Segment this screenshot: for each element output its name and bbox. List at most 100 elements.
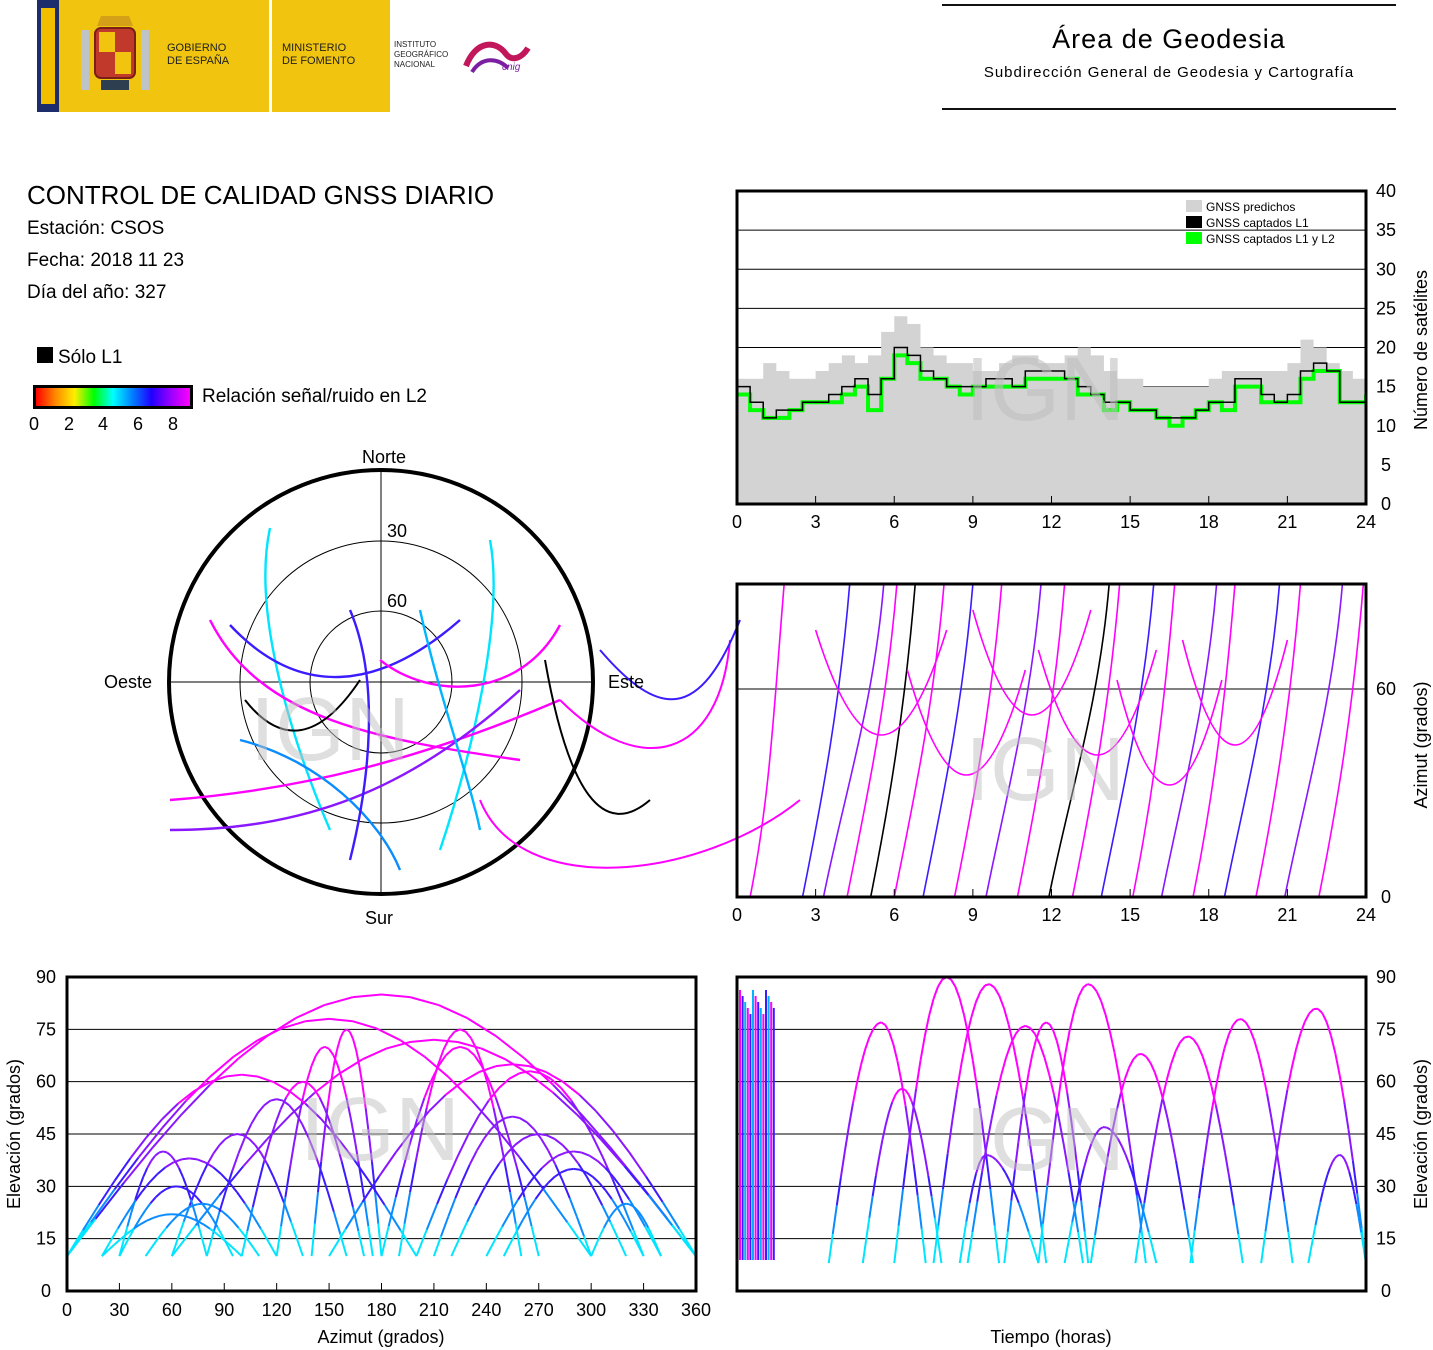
et-arc-segment bbox=[1136, 1189, 1143, 1204]
ea-arc-segment bbox=[514, 1223, 523, 1257]
et-arc-segment bbox=[1017, 1069, 1024, 1097]
et-arc-segment bbox=[1095, 990, 1102, 1002]
et-arc-segment bbox=[1228, 1178, 1235, 1206]
ea-arc-segment bbox=[263, 1099, 271, 1107]
ea-arc-segment bbox=[338, 1058, 363, 1075]
ea-arc-segment bbox=[466, 1204, 477, 1223]
ea-arc-segment bbox=[554, 1138, 564, 1146]
ea-arc-segment bbox=[611, 1178, 624, 1205]
et-arc-segment bbox=[1334, 1053, 1341, 1076]
ea-arc-segment bbox=[346, 1183, 354, 1208]
ea-arc-segment bbox=[176, 1185, 182, 1189]
sat-ylabel: Número de satélites bbox=[1411, 270, 1431, 430]
ea-arc-segment bbox=[423, 1055, 449, 1078]
ea-arc-segment bbox=[145, 1118, 164, 1138]
et-arc-segment bbox=[1087, 983, 1093, 987]
et-arc-segment bbox=[851, 1082, 858, 1104]
ea-arc-segment bbox=[647, 1227, 653, 1235]
et-arc-segment bbox=[835, 1177, 842, 1206]
et-arc-segment bbox=[1184, 1035, 1190, 1039]
et-arc-segment bbox=[1027, 1054, 1034, 1073]
ea-arc-segment bbox=[315, 1048, 322, 1056]
ea-arc-segment bbox=[138, 1176, 145, 1188]
sky-track bbox=[169, 698, 561, 802]
ea-arc-segment bbox=[512, 1063, 530, 1068]
sky-track bbox=[348, 609, 371, 861]
ea-arc-segment bbox=[155, 1233, 162, 1242]
ea-arc-segment bbox=[415, 1229, 428, 1257]
ea-arc-segment bbox=[209, 1075, 227, 1083]
et-arc-segment bbox=[917, 1124, 923, 1140]
et-arc-segment bbox=[1353, 1191, 1358, 1205]
ea-arc-segment bbox=[237, 1133, 244, 1137]
ea-arc-segment bbox=[525, 1176, 535, 1189]
et-arc-segment bbox=[937, 978, 944, 988]
ea-arc-segment bbox=[218, 1190, 227, 1213]
ea-arc-segment bbox=[446, 1155, 459, 1180]
et-arc-segment bbox=[941, 1153, 949, 1190]
et-arc-segment bbox=[1003, 1007, 1010, 1026]
et-arc-segment bbox=[937, 1189, 944, 1226]
et-ytick-label: 75 bbox=[1376, 1019, 1396, 1039]
ea-arc-segment bbox=[248, 1240, 255, 1250]
series-l1 bbox=[737, 346, 1366, 419]
et-arc-segment bbox=[1082, 1154, 1089, 1170]
ea-arc-segment bbox=[246, 1206, 254, 1232]
ea-arc-segment bbox=[335, 1141, 343, 1163]
ea-arc-segment bbox=[638, 1211, 643, 1218]
ea-tracks bbox=[67, 993, 696, 1257]
ea-arc-segment bbox=[123, 1235, 131, 1247]
ea-arc-segment bbox=[237, 1137, 246, 1154]
ea-arc-segment bbox=[295, 1238, 304, 1257]
ea-arc-segment bbox=[354, 1142, 361, 1170]
az-track bbox=[1223, 584, 1281, 897]
et-arc-segment bbox=[1068, 1010, 1076, 1031]
az-track bbox=[953, 584, 1003, 897]
ea-arc-segment bbox=[189, 1157, 198, 1161]
az-curve bbox=[906, 669, 1027, 776]
ea-arc-segment bbox=[394, 1168, 404, 1198]
ea-arc-segment bbox=[478, 1065, 497, 1073]
sat-ytick-label: 40 bbox=[1376, 181, 1396, 201]
et-arc-segment bbox=[919, 1035, 926, 1061]
et-xlabel: Tiempo (horas) bbox=[990, 1327, 1111, 1347]
ea-arc-segment bbox=[475, 1138, 485, 1152]
ea-arc-segment bbox=[231, 1152, 240, 1172]
et-arc-segment bbox=[1102, 1155, 1109, 1182]
et-arc-segment bbox=[988, 1154, 993, 1158]
legend-l1l2-swatch bbox=[1186, 232, 1202, 244]
et-arc-segment bbox=[1356, 1193, 1363, 1229]
ea-arc-segment bbox=[262, 1141, 271, 1163]
sky-track bbox=[264, 527, 332, 831]
ea-arc-segment bbox=[523, 1196, 533, 1227]
et-arc-segment bbox=[1266, 1093, 1273, 1118]
ea-arc-segment bbox=[656, 1248, 662, 1257]
et-arc-segment bbox=[1295, 1033, 1302, 1050]
ea-arc-segment bbox=[342, 1028, 348, 1033]
et-arc-segment bbox=[998, 995, 1005, 1009]
ea-arc-segment bbox=[644, 1226, 654, 1242]
ea-arc-segment bbox=[284, 1168, 291, 1198]
et-arc-segment bbox=[1035, 1192, 1043, 1228]
ea-arc-segment bbox=[420, 1107, 428, 1134]
az-watermark: IGN bbox=[965, 720, 1125, 820]
et-arc-segment bbox=[871, 1175, 877, 1197]
snr-tick-2: 2 bbox=[64, 414, 75, 434]
ea-arc-segment bbox=[320, 1118, 338, 1138]
et-arc-segment bbox=[1064, 1029, 1071, 1055]
ea-arc-segment bbox=[468, 1150, 478, 1166]
et-arc-segment bbox=[1140, 1228, 1147, 1264]
gov-line1: GOBIERNO bbox=[167, 42, 227, 54]
ea-arc-segment bbox=[222, 1211, 229, 1218]
et-arc-segment bbox=[1046, 1148, 1053, 1186]
et-arc-segment bbox=[1121, 1145, 1127, 1156]
az-xtick-label: 3 bbox=[811, 905, 821, 925]
et-arc-segment bbox=[896, 1060, 903, 1082]
ea-arc-segment bbox=[162, 1150, 168, 1154]
et-arc-segment bbox=[928, 998, 935, 1016]
ea-arc-segment bbox=[445, 1080, 464, 1096]
et-arc-segment bbox=[1179, 1184, 1186, 1211]
et-arc-segment bbox=[1048, 1023, 1055, 1032]
ea-ytick-label: 60 bbox=[36, 1072, 56, 1092]
